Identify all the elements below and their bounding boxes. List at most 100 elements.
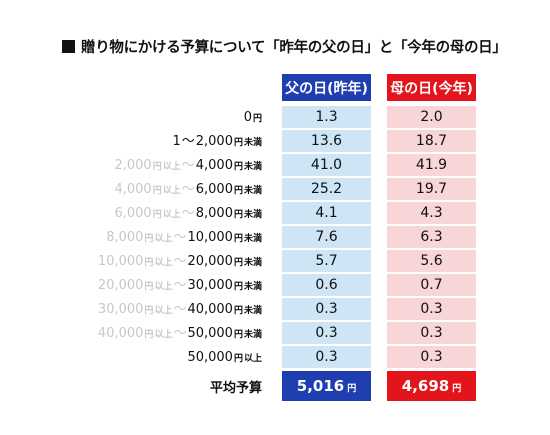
table-row: 2,000 円以上〜 4,000 円未満 41.0 41.9 [0, 154, 550, 177]
range-high: 50,000 [187, 326, 233, 341]
tilde-sep: 〜 [181, 206, 195, 221]
mother-value-cell: 0.3 [387, 346, 476, 368]
under-unit: 未満 [243, 330, 262, 340]
range-low: 20,000 [97, 278, 144, 293]
under-unit: 未満 [243, 186, 262, 196]
range-low: 30,000 [97, 302, 144, 317]
or-more-unit: 以上 [154, 258, 173, 268]
father-value-cell: 7.6 [282, 226, 371, 248]
or-more-unit: 以上 [162, 162, 181, 172]
range-high: 40,000 [187, 302, 233, 317]
mother-value-cell: 0.7 [387, 274, 476, 296]
range-high: 8,000 [195, 206, 233, 221]
range-label: 20,000 円以上〜 30,000 円未満 [98, 274, 262, 297]
father-value-cell: 0.3 [282, 298, 371, 320]
tilde-sep: 〜 [181, 158, 195, 173]
range-high: 30,000 [187, 278, 233, 293]
chart-title: 贈り物にかける予算について「昨年の父の日」と「今年の母の日」 [62, 35, 507, 57]
mother-day-header: 母の日(今年) [387, 74, 476, 101]
under-unit: 未満 [243, 258, 262, 268]
range-low: 1 [172, 134, 181, 149]
range-high: 20,000 [187, 254, 233, 269]
or-more-unit: 以上 [154, 306, 173, 316]
range-label: 40,000 円以上〜 50,000 円未満 [98, 322, 262, 345]
average-label: 平均予算 [209, 380, 262, 396]
yen-unit: 円 [233, 162, 243, 172]
tilde-sep: 〜 [173, 230, 187, 245]
yen-unit: 円 [233, 354, 243, 364]
title-text: 贈り物にかける予算について「昨年の父の日」と「今年の母の日」 [81, 39, 507, 56]
father-value-cell: 0.3 [282, 322, 371, 344]
table-row: 4,000 円以上〜 6,000 円未満 25.2 19.7 [0, 178, 550, 201]
mother-average-value: 4,698 [401, 377, 450, 395]
range-low: 10,000 [97, 254, 144, 269]
mother-value-cell: 19.7 [387, 178, 476, 200]
yen-unit: 円 [233, 330, 243, 340]
range-low: 0 [243, 110, 252, 125]
yen-unit: 円 [152, 210, 162, 220]
range-label: 50,000 円以上 [187, 346, 262, 369]
father-value-cell: 13.6 [282, 130, 371, 152]
range-low: 8,000 [106, 230, 144, 245]
father-value-cell: 4.1 [282, 202, 371, 224]
yen-unit: 円 [144, 306, 154, 316]
average-row: 平均予算 5,016 円 4,698 円 [0, 371, 550, 401]
yen-unit: 円 [233, 306, 243, 316]
range-label: 2,000 円以上〜 4,000 円未満 [114, 154, 262, 177]
range-low: 50,000 [187, 350, 233, 365]
range-label: 30,000 円以上〜 40,000 円未満 [98, 298, 262, 321]
father-day-header: 父の日(昨年) [282, 74, 371, 101]
under-unit: 未満 [243, 306, 262, 316]
table-row: 40,000 円以上〜 50,000 円未満 0.3 0.3 [0, 322, 550, 345]
range-label: 8,000 円以上〜 10,000 円未満 [106, 226, 262, 249]
tilde-sep: 〜 [173, 254, 187, 269]
yen-unit: 円 [144, 258, 154, 268]
father-value-cell: 0.6 [282, 274, 371, 296]
father-value-cell: 41.0 [282, 154, 371, 176]
father-average-value: 5,016 [296, 377, 345, 395]
yen-unit: 円 [233, 258, 243, 268]
mother-value-cell: 2.0 [387, 106, 476, 128]
under-unit: 未満 [243, 282, 262, 292]
yen-unit: 円 [233, 234, 243, 244]
table-row: 6,000 円以上〜 8,000 円未満 4.1 4.3 [0, 202, 550, 225]
father-value-cell: 1.3 [282, 106, 371, 128]
square-bullet-icon [62, 39, 75, 53]
tilde-sep: 〜 [181, 134, 195, 149]
mother-value-cell: 5.6 [387, 250, 476, 272]
yen-unit: 円 [144, 330, 154, 340]
yen-unit: 円 [152, 186, 162, 196]
range-high: 6,000 [195, 182, 233, 197]
table-row: 1 〜 2,000 円未満 13.6 18.7 [0, 130, 550, 153]
mother-value-cell: 0.3 [387, 322, 476, 344]
father-value-cell: 0.3 [282, 346, 371, 368]
mother-value-cell: 6.3 [387, 226, 476, 248]
range-label: 1 〜 2,000 円未満 [172, 130, 262, 153]
mother-value-cell: 18.7 [387, 130, 476, 152]
father-average-cell: 5,016 円 [282, 371, 371, 401]
tilde-sep: 〜 [173, 326, 187, 341]
under-unit: 未満 [243, 234, 262, 244]
mother-value-cell: 4.3 [387, 202, 476, 224]
range-low: 4,000 [114, 182, 152, 197]
mother-average-cell: 4,698 円 [387, 371, 476, 401]
table-row: 50,000 円以上 0.3 0.3 [0, 346, 550, 369]
yen-unit: 円 [452, 384, 462, 394]
or-more-unit: 以上 [243, 354, 262, 364]
or-more-unit: 以上 [162, 210, 181, 220]
table-row: 8,000 円以上〜 10,000 円未満 7.6 6.3 [0, 226, 550, 249]
or-more-unit: 以上 [154, 330, 173, 340]
under-unit: 未満 [243, 210, 262, 220]
table-row: 0 円 1.3 2.0 [0, 106, 550, 129]
range-label: 4,000 円以上〜 6,000 円未満 [114, 178, 262, 201]
range-label: 10,000 円以上〜 20,000 円未満 [98, 250, 262, 273]
yen-unit: 円 [144, 282, 154, 292]
yen-unit: 円 [233, 138, 243, 148]
table-row: 30,000 円以上〜 40,000 円未満 0.3 0.3 [0, 298, 550, 321]
mother-value-cell: 41.9 [387, 154, 476, 176]
table-row: 10,000 円以上〜 20,000 円未満 5.7 5.6 [0, 250, 550, 273]
yen-unit: 円 [252, 114, 262, 124]
yen-unit: 円 [347, 384, 357, 394]
range-high: 4,000 [195, 158, 233, 173]
